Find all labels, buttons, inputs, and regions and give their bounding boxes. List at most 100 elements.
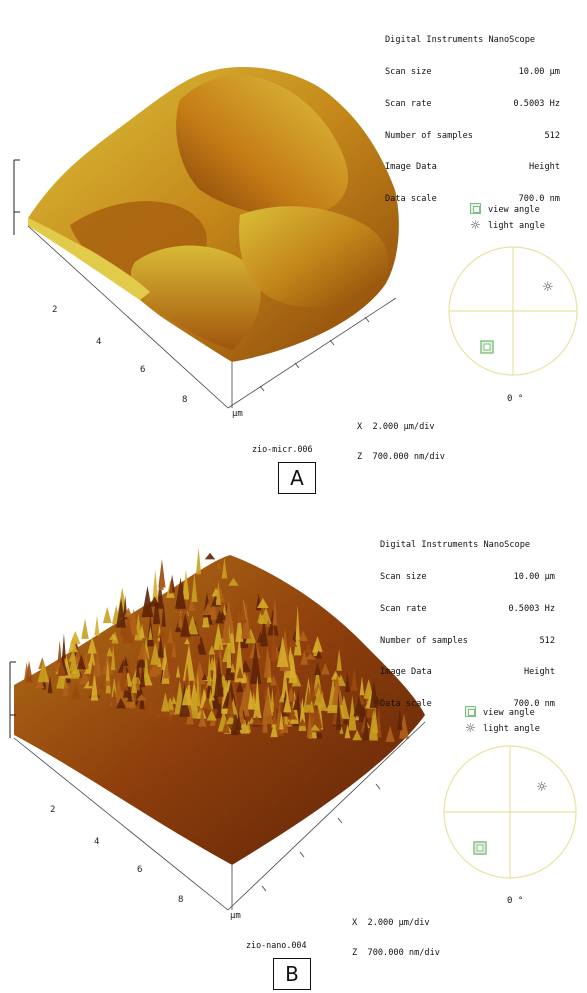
surface-spike	[135, 658, 140, 678]
x-axis-line	[227, 297, 397, 409]
surface-spike	[81, 618, 89, 639]
meta-label: Image Data	[380, 667, 432, 678]
view-angle-label: view angle	[488, 205, 540, 215]
surface-spike	[332, 673, 343, 706]
surface-peaks	[23, 547, 409, 742]
surface-spike	[102, 606, 112, 624]
surface-spike	[178, 613, 183, 628]
surface-spike	[195, 670, 201, 706]
angle-dial: ☼	[443, 745, 577, 879]
surface-spike	[320, 662, 330, 675]
image-filename: zio-nano.004	[246, 940, 307, 950]
surface-spike	[165, 688, 177, 699]
surface-spike	[76, 653, 86, 670]
surface-spike	[226, 623, 232, 669]
surface-spike	[108, 633, 118, 640]
surface-spike	[120, 656, 129, 691]
surface-spike	[226, 689, 234, 718]
surface-spike	[131, 674, 138, 694]
surface-spike	[78, 671, 91, 685]
surface-spike	[271, 621, 276, 655]
surface-spike	[37, 660, 50, 683]
surface-spike	[359, 676, 365, 696]
surface-spike	[171, 640, 177, 658]
surface-spike	[314, 661, 321, 676]
surface-spike	[143, 647, 149, 684]
surface-spike	[161, 692, 170, 712]
surface-spike	[186, 615, 199, 635]
surface-hill-front	[130, 245, 261, 350]
surface-spike	[136, 654, 147, 668]
surface-spike	[202, 602, 214, 615]
scan-metadata: Digital Instruments NanoScope Scan size 1…	[385, 14, 560, 226]
surface-spike	[157, 629, 167, 639]
meta-label: Number of samples	[385, 130, 473, 141]
surface-spike	[157, 634, 164, 658]
surface-spike	[228, 577, 239, 586]
surface-spike	[299, 698, 306, 723]
axis-unit: µm	[230, 911, 241, 921]
surface-spike	[221, 719, 231, 734]
surface-spike	[167, 708, 177, 716]
surface-spike	[247, 689, 254, 709]
meta-label: Scan size	[385, 66, 432, 77]
surface-spike	[62, 676, 69, 696]
surface-spike	[201, 673, 208, 680]
surface-spike	[137, 641, 150, 660]
surface-spike	[312, 635, 323, 652]
surface-spike	[221, 615, 231, 643]
surface-spike	[254, 675, 260, 710]
surface-spike	[266, 618, 271, 627]
afm-panel-b: 2 4 6 8 µm Digital Instruments NanoScope…	[0, 500, 587, 993]
surface-spike	[230, 662, 236, 673]
surface-spike	[342, 716, 350, 725]
surface-spike	[152, 592, 161, 625]
surface-spike	[385, 725, 395, 742]
surface-spike	[184, 663, 190, 686]
angle-dial: ☼	[448, 246, 578, 376]
surface-spike	[208, 719, 216, 726]
meta-value: 700.0 nm	[518, 194, 560, 205]
surface-spike	[295, 605, 300, 640]
surface-spike	[184, 638, 191, 645]
light-angle-label: light angle	[483, 724, 540, 734]
surface-spike	[369, 679, 379, 709]
surface-spike	[104, 675, 111, 686]
surface-spike	[150, 642, 161, 665]
surface-spike	[298, 718, 307, 727]
surface-spike	[214, 655, 224, 697]
surface-spike	[236, 681, 244, 693]
surface-spike	[215, 580, 222, 606]
surface-spike	[83, 651, 89, 670]
surface-spike	[188, 598, 194, 611]
surface-spike	[270, 675, 277, 686]
surface-spike	[350, 667, 358, 691]
surface-spike	[148, 625, 153, 640]
surface-spike	[57, 660, 66, 677]
surface-spike	[250, 640, 262, 684]
light-angle-icon: ☼	[465, 721, 476, 735]
light-angle-icon: ☼	[470, 218, 481, 232]
meta-value: 10.00 µm	[513, 571, 555, 582]
surface-spike	[215, 609, 225, 624]
tick-label: 8	[182, 395, 187, 405]
surface-spike	[136, 694, 147, 701]
surface-spike	[344, 724, 351, 739]
surface-spike	[272, 596, 278, 626]
surface-spike	[279, 712, 284, 730]
x-scale: X 2.000 µm/div	[352, 918, 430, 928]
surface-spike	[261, 689, 274, 725]
surface-spike	[140, 662, 146, 688]
view-angle-icon	[465, 706, 476, 717]
meta-value: Height	[523, 667, 555, 678]
surface-spike	[158, 559, 166, 588]
meta-value: 700.0 nm	[513, 699, 555, 710]
surface-spike	[263, 645, 272, 678]
surface-spike	[122, 617, 135, 644]
surface-spike	[149, 596, 160, 607]
surface-spike	[348, 695, 357, 731]
surface-spike	[304, 653, 317, 660]
light-angle-marker: ☼	[542, 280, 554, 295]
panel-label: A	[278, 462, 316, 494]
tick-label: 4	[96, 337, 101, 347]
